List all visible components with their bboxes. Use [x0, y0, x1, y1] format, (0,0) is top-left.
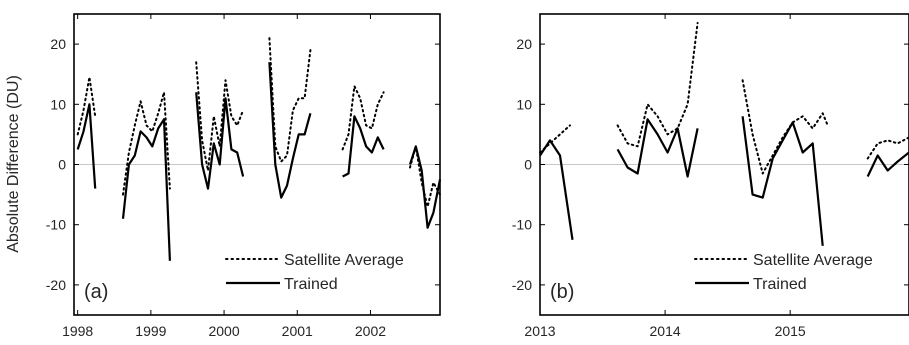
panel-label: (a) — [84, 281, 108, 303]
series-trained-segment-2 — [121, 118, 171, 261]
series-trained-segment-1 — [76, 103, 97, 189]
x-tick-label: 2000 — [208, 323, 239, 339]
y-tick-label: 0 — [524, 157, 532, 173]
x-tick-label: 2013 — [524, 323, 555, 339]
y-tick-label: -20 — [512, 277, 532, 293]
x-tick-label: 2014 — [650, 323, 681, 339]
series-trained-segment-1 — [539, 139, 574, 240]
y-tick-label: 0 — [58, 157, 66, 173]
tick-layer: 1998 1999 2000 2001 2002 -20 -10 0 10 20 — [46, 14, 440, 339]
y-tick-label: 10 — [50, 96, 66, 112]
series-satellite-average-segment-2 — [122, 91, 171, 196]
series-trained-segment-6 — [408, 145, 442, 229]
series-trained-segment-3 — [741, 116, 824, 246]
series-satellite-average-segment-4 — [268, 37, 312, 163]
series-satellite-average-segment-1 — [76, 76, 97, 136]
series-trained-segment-5 — [342, 115, 385, 178]
series-satellite-average-segment-4 — [866, 136, 909, 160]
y-tick-label: 20 — [516, 36, 532, 52]
legend-label-satellite-average: Satellite Average — [753, 252, 873, 269]
tick-layer: 2013 2014 2015 -20 -10 0 10 20 — [512, 14, 909, 339]
y-tick-label: 20 — [50, 36, 66, 52]
x-tick-label: 1999 — [135, 323, 166, 339]
series-satellite-average-segment-3 — [195, 61, 245, 172]
series-trained-segment-4 — [268, 62, 312, 199]
x-tick-label: 2002 — [355, 323, 386, 339]
x-tick-label: 1998 — [62, 323, 93, 339]
y-tick-label: -10 — [46, 217, 66, 233]
y-tick-label: 10 — [516, 96, 532, 112]
legend: Satellite Average Trained — [694, 252, 873, 293]
x-tick-label: 2015 — [775, 323, 806, 339]
legend: Satellite Average Trained — [225, 252, 404, 293]
y-tick-label: -20 — [46, 277, 66, 293]
chart-panel-b: 2013 2014 2015 -20 -10 0 10 20 (b) Satellite Av… — [512, 13, 909, 339]
series-layer — [76, 37, 442, 261]
series-satellite-average-segment-2 — [616, 22, 699, 148]
panel-label: (b) — [550, 281, 574, 303]
series-satellite-average-segment-5 — [341, 85, 385, 151]
y-tick-label: -10 — [512, 217, 532, 233]
series-trained-segment-2 — [616, 118, 699, 178]
legend-label-trained: Trained — [753, 276, 807, 293]
series-trained-segment-4 — [866, 151, 909, 177]
legend-label-trained: Trained — [284, 276, 338, 293]
series-layer — [539, 22, 909, 246]
chart-panel-a: 1998 1999 2000 2001 2002 -20 -10 0 10 20 (a) Sate… — [46, 13, 442, 339]
legend-label-satellite-average: Satellite Average — [284, 252, 404, 269]
x-tick-label: 2001 — [282, 323, 313, 339]
y-axis-title: Absolute Difference (DU) — [5, 75, 22, 253]
series-trained-segment-3 — [195, 92, 245, 190]
